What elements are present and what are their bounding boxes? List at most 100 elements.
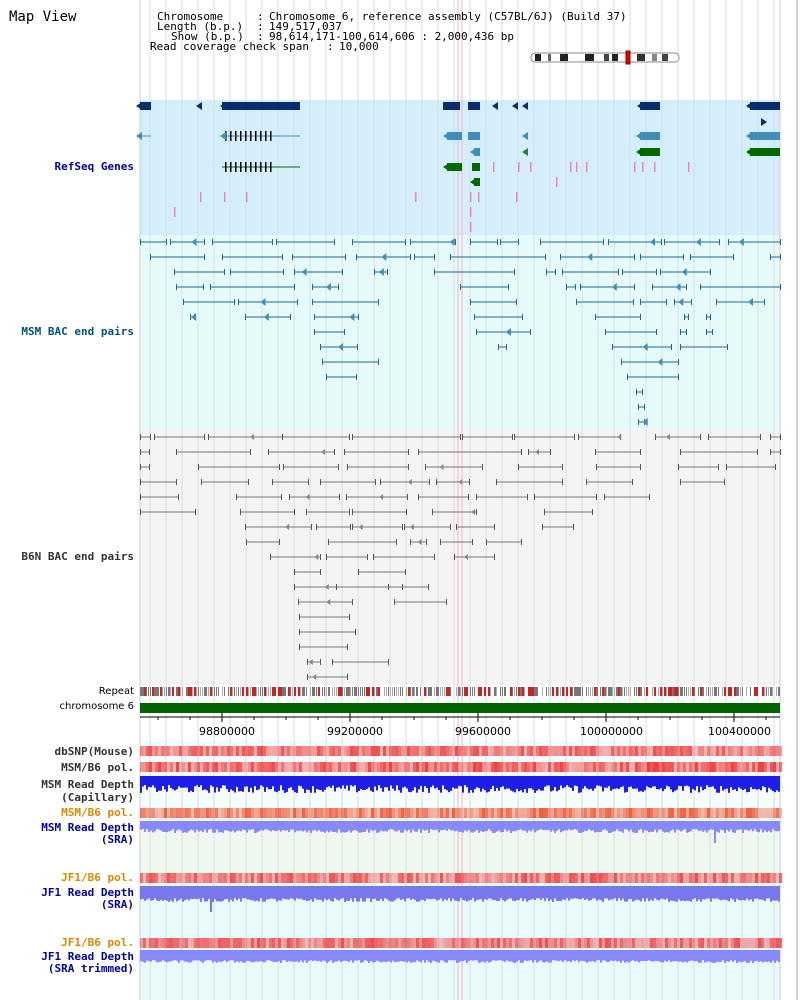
refseq-small-feature[interactable]: [478, 192, 480, 202]
msm-bac-end: [314, 314, 315, 320]
refseq-gene-arrow[interactable]: [492, 102, 498, 110]
track-label-refseq[interactable]: RefSeq Genes: [54, 160, 134, 173]
refseq-gene-arrow[interactable]: [746, 132, 752, 140]
refseq-small-feature[interactable]: [493, 162, 495, 172]
refseq-transcript[interactable]: [447, 132, 462, 140]
msm-depth-sra-bar: [510, 821, 512, 833]
refseq-gene-arrow[interactable]: [637, 102, 643, 110]
refseq-gene-arrow[interactable]: [761, 118, 767, 126]
refseq-small-feature[interactable]: [174, 207, 176, 217]
track-label-jf1-depth-sra[interactable]: JF1 Read Depth: [41, 886, 134, 899]
refseq-gene[interactable]: [222, 102, 300, 110]
refseq-small-feature[interactable]: [556, 177, 558, 187]
refseq-transcript[interactable]: [474, 178, 480, 186]
refseq-gene-arrow[interactable]: [443, 132, 449, 140]
refseq-transcript[interactable]: [640, 132, 660, 140]
track-label-dbsnp[interactable]: dbSNP(Mouse): [54, 745, 134, 758]
msm-depth-sra-bar: [642, 821, 644, 833]
jf1-b6-pol-heat: [566, 873, 569, 883]
refseq-gene-arrow[interactable]: [522, 102, 528, 110]
refseq-small-feature[interactable]: [688, 162, 690, 172]
refseq-gene-arrow[interactable]: [470, 178, 476, 186]
refseq-transcript[interactable]: [750, 132, 780, 140]
msm-depth-sra-bar: [260, 821, 262, 831]
refseq-gene-arrow[interactable]: [443, 163, 449, 171]
track-label-msm-depth-capillary[interactable]: MSM Read Depth: [41, 778, 134, 791]
msm-b6-pol-heat: [419, 808, 422, 818]
refseq-transcript[interactable]: [640, 148, 660, 156]
track-label-msm-bac[interactable]: MSM BAC end pairs: [21, 325, 134, 338]
msm-depth-sra-bar: [736, 821, 738, 831]
refseq-gene-arrow[interactable]: [746, 148, 752, 156]
refseq-gene-arrow[interactable]: [512, 102, 518, 110]
refseq-transcript[interactable]: [474, 148, 480, 156]
b6n-bac-arrow: [305, 494, 310, 500]
jf1-depth-trimmed-bar: [374, 950, 376, 962]
msm-depth-sra-bar: [416, 821, 418, 832]
refseq-gene-arrow[interactable]: [636, 148, 642, 156]
track-label-jf1-b6-pol-1[interactable]: JF1/B6 pol.: [61, 871, 134, 884]
refseq-transcript[interactable]: [750, 148, 780, 156]
msm-bac-end: [700, 284, 701, 290]
refseq-gene-arrow[interactable]: [470, 148, 476, 156]
refseq-small-feature[interactable]: [642, 162, 644, 172]
refseq-small-feature[interactable]: [518, 162, 520, 172]
refseq-small-feature[interactable]: [654, 162, 656, 172]
refseq-small-feature[interactable]: [470, 207, 472, 217]
refseq-small-feature[interactable]: [415, 192, 417, 202]
repeat-element: [462, 687, 463, 696]
msm-depth-capillary-bar: [428, 776, 430, 793]
track-label-b6n-bac[interactable]: B6N BAC end pairs: [21, 550, 134, 563]
refseq-gene-arrow[interactable]: [136, 132, 142, 140]
msm-depth-capillary-bar: [368, 776, 370, 788]
refseq-small-feature[interactable]: [634, 162, 636, 172]
jf1-b6-pol-heat: [491, 938, 494, 948]
track-label-jf1-depth-trimmed[interactable]: JF1 Read Depth: [41, 950, 134, 963]
refseq-small-feature[interactable]: [586, 162, 588, 172]
b6n-bac-end: [380, 479, 381, 485]
refseq-small-feature[interactable]: [200, 192, 202, 202]
refseq-small-feature[interactable]: [470, 192, 472, 202]
refseq-gene-arrow[interactable]: [443, 102, 449, 110]
refseq-transcript[interactable]: [447, 163, 462, 171]
chromosome-bar[interactable]: [140, 703, 780, 713]
track-label-msm-b6-pol-1[interactable]: MSM/B6 pol.: [61, 761, 134, 774]
refseq-gene-arrow[interactable]: [522, 132, 528, 140]
jf1-depth-sra-bar: [322, 886, 324, 902]
msm-b6-pol-heat: [704, 762, 707, 772]
refseq-gene-arrow[interactable]: [636, 132, 642, 140]
track-label-msm-b6-pol-2[interactable]: MSM/B6 pol.: [61, 806, 134, 819]
refseq-small-feature[interactable]: [570, 162, 572, 172]
refseq-gene-arrow[interactable]: [196, 102, 202, 110]
refseq-small-feature[interactable]: [530, 162, 532, 172]
jf1-depth-sra-bar: [586, 886, 588, 899]
refseq-gene[interactable]: [443, 102, 460, 110]
refseq-gene[interactable]: [640, 102, 660, 110]
refseq-gene[interactable]: [140, 102, 151, 110]
ideogram-position-marker[interactable]: [625, 50, 631, 65]
track-label-msm-depth-sra[interactable]: MSM Read Depth: [41, 821, 134, 834]
refseq-gene-arrow[interactable]: [468, 102, 474, 110]
refseq-gene-arrow[interactable]: [136, 102, 142, 110]
b6n-bac-end: [562, 479, 563, 485]
refseq-small-feature[interactable]: [246, 192, 248, 202]
refseq-transcript[interactable]: [472, 163, 480, 171]
refseq-small-feature[interactable]: [576, 162, 578, 172]
refseq-small-feature[interactable]: [470, 222, 472, 232]
refseq-gene-arrow[interactable]: [220, 132, 226, 140]
refseq-small-feature[interactable]: [224, 192, 226, 202]
msm-depth-capillary-bar: [384, 776, 386, 788]
msm-b6-pol-heat: [758, 808, 761, 818]
refseq-small-feature[interactable]: [516, 192, 518, 202]
jf1-b6-pol-heat: [668, 938, 671, 948]
track-label-jf1-b6-pol-2[interactable]: JF1/B6 pol.: [61, 936, 134, 949]
refseq-gene-arrow[interactable]: [522, 148, 528, 156]
refseq-gene-arrow[interactable]: [220, 102, 226, 110]
refseq-gene-arrow[interactable]: [468, 132, 474, 140]
refseq-gene[interactable]: [750, 102, 780, 110]
jf1-b6-pol-heat: [464, 938, 467, 948]
refseq-gene-arrow[interactable]: [746, 102, 752, 110]
msm-depth-capillary-bar: [184, 776, 186, 788]
repeat-element: [154, 687, 156, 696]
